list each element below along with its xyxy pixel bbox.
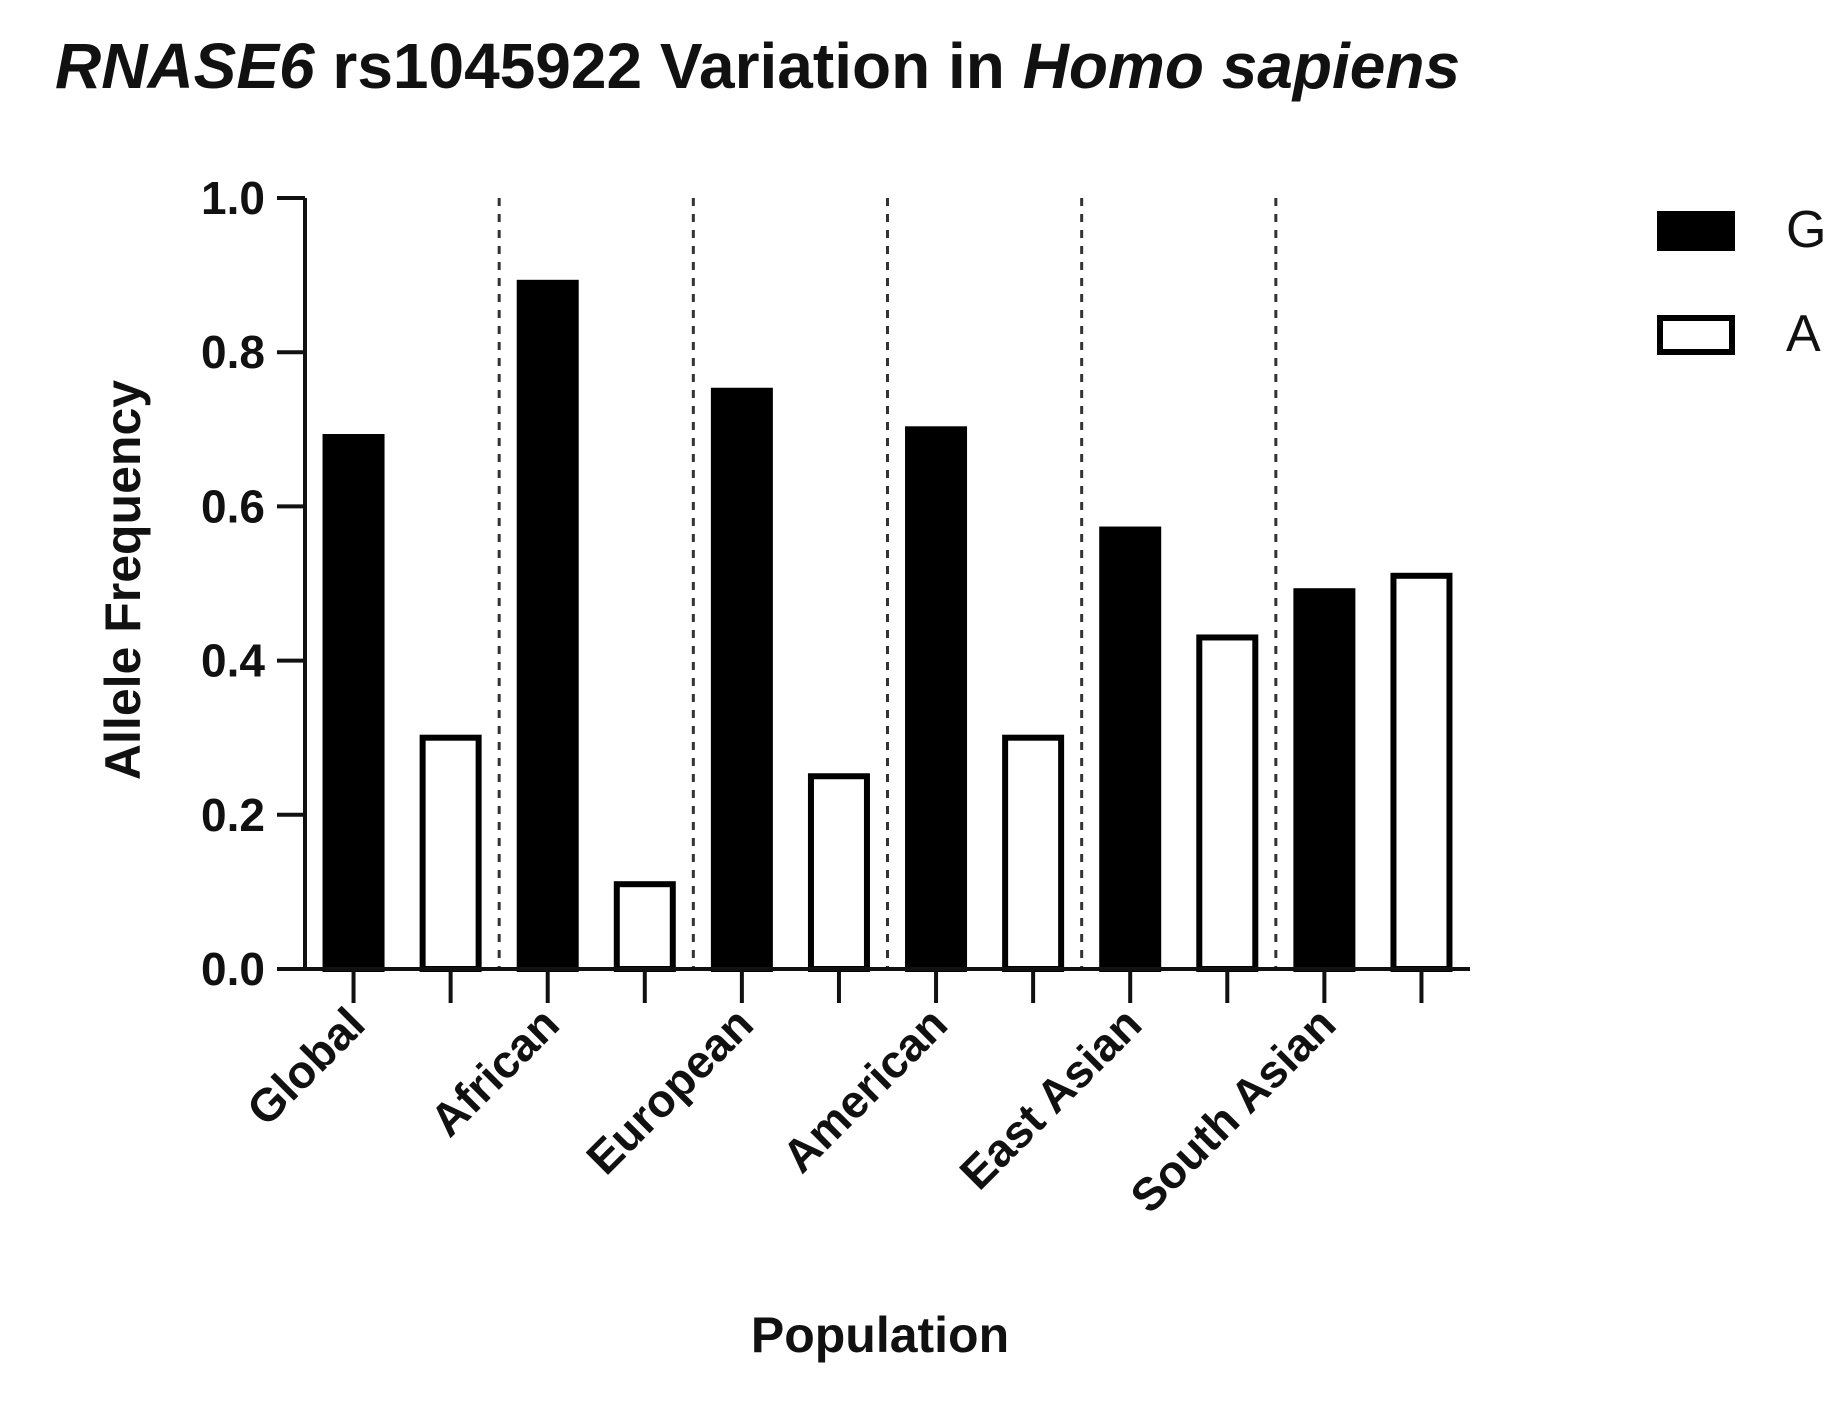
bar-a-east-asian	[1196, 634, 1259, 972]
y-tick-label: 0.8	[201, 326, 265, 378]
bar-g-global	[322, 434, 385, 972]
bar-g-american	[905, 426, 968, 972]
bar-a-african	[613, 881, 676, 972]
group-dividers	[497, 198, 1278, 969]
bar-a-european	[807, 773, 870, 972]
y-tick-label: 1.0	[201, 172, 265, 224]
legend-label-g: G	[1786, 201, 1826, 259]
legend-swatch-g	[1657, 211, 1735, 251]
title-middle: rs1045922 Variation in	[315, 30, 1023, 102]
y-tick-label: 0.0	[201, 943, 265, 995]
x-tick-label: South Asian	[1120, 997, 1345, 1222]
x-tick-label: East Asian	[949, 997, 1151, 1199]
x-axis-label: Population	[751, 1307, 1009, 1363]
legend-label-a: A	[1786, 305, 1821, 363]
y-axis-label: Allele Frequency	[95, 380, 151, 780]
bar-a-american	[1002, 734, 1065, 973]
bar-g-south-asian	[1293, 588, 1356, 973]
bar-a-global	[419, 734, 482, 973]
chart-title: RNASE6 rs1045922 Variation in Homo sapie…	[55, 30, 1460, 102]
bar-g-european	[710, 387, 773, 972]
legend: GA	[1657, 201, 1826, 363]
bar-a-south-asian	[1390, 572, 1453, 972]
y-tick-label: 0.2	[201, 789, 265, 841]
title-gene: RNASE6	[55, 30, 315, 102]
y-tick-label: 0.4	[201, 635, 265, 687]
y-ticks-group: 0.0 0.2 0.4 0.6 0.8 1.0	[201, 172, 305, 995]
x-ticks-group	[351, 969, 1424, 1003]
x-tick-label: African	[420, 997, 569, 1146]
legend-swatch-a	[1657, 315, 1735, 355]
x-tick-label: European	[576, 997, 763, 1184]
bar-g-east-asian	[1099, 526, 1162, 973]
y-tick-label: 0.6	[201, 480, 265, 532]
axes-group	[303, 198, 1470, 971]
title-species: Homo sapiens	[1023, 30, 1460, 102]
x-tick-label: Global	[237, 997, 375, 1135]
bar-g-african	[516, 279, 579, 972]
bars-group	[322, 279, 1453, 973]
x-tick-label: American	[772, 997, 957, 1182]
